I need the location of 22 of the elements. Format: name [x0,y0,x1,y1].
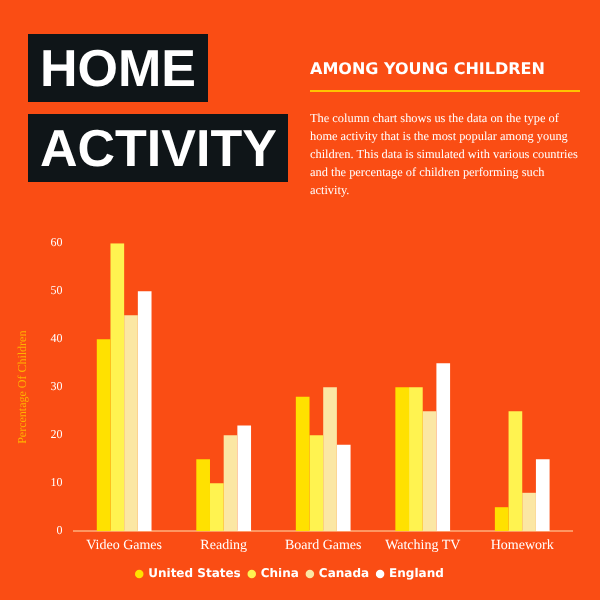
bar [196,459,210,532]
bar [409,387,423,532]
bar [295,396,310,532]
bar [210,483,224,532]
bar [124,315,138,532]
bar [323,387,337,532]
bar [535,459,550,532]
bar [494,507,509,532]
chart-title: HOME ACTIVITY [28,34,289,182]
bar [508,411,523,532]
bar [522,492,536,532]
bar [96,339,111,532]
bar [336,444,351,532]
bar [237,425,252,532]
bar [223,435,238,532]
bar [422,411,437,532]
bar [309,435,324,532]
bar [137,291,152,532]
bar [395,387,410,532]
bar [110,243,125,532]
bar [436,363,451,532]
chart-subtitle: AMONG YOUNG CHILDREN [310,60,580,92]
